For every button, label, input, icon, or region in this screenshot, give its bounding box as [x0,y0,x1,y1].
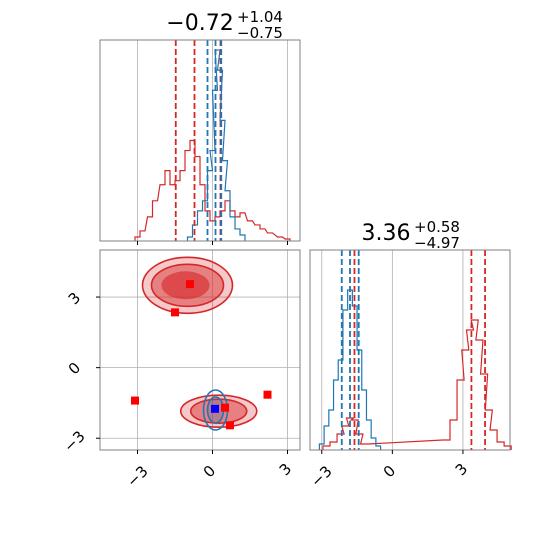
grid-layer [100,40,464,450]
x-tick-label: 3 [276,460,295,479]
x-tick-label: 0 [200,462,219,481]
marker-blue [211,404,219,413]
x-tick-label: −3 [123,462,151,490]
title-param-2: 3.36 [362,221,411,246]
y-tick-label: −3 [60,427,88,455]
hist-red-param-1 [134,139,291,241]
title-2-lower: −4.97 [414,234,460,252]
marker-red [131,396,139,405]
title-param-1: −0.72 [166,11,233,36]
y-tick-label: 3 [65,289,84,308]
x-tick-label: 3 [452,460,471,479]
title-1-lower: −0.75 [237,24,283,42]
marker-red [226,421,234,430]
x-tick-label: −3 [307,462,335,490]
marker-red [263,390,272,399]
marker-red [186,280,194,289]
y-tick-label: 0 [65,359,84,378]
title-1-median: −0.72 [166,11,233,36]
panel-frame [99,249,301,451]
marker-red [171,308,179,317]
x-tick-label: 0 [380,462,399,481]
contour-red-inner [161,271,210,300]
axes-layer [96,39,511,454]
panel-frame [99,39,301,242]
data-layer [131,40,512,450]
hist-red-param-2 [322,319,512,450]
title-2-upper: +0.58 [414,218,460,236]
title-2-median: 3.36 [362,221,411,246]
hist-blue-param-1 [186,49,246,241]
panel-frame [309,249,511,451]
marker-red [221,403,229,412]
title-1-upper: +1.04 [237,8,283,26]
